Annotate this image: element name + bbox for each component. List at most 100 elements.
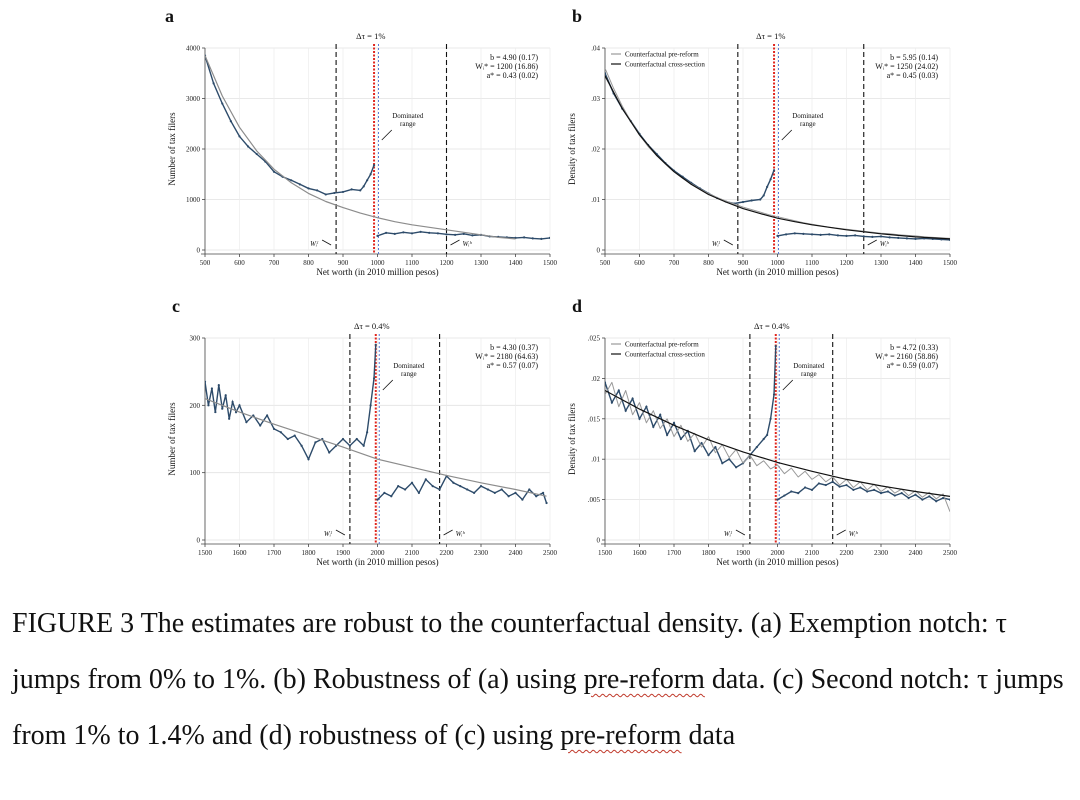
estimate-c-2: a* = 0.57 (0.07) (487, 361, 539, 370)
data-point-c-0-44 (452, 481, 455, 484)
x-tick-label-c-6: 2100 (405, 549, 420, 557)
data-point-a-0-15 (333, 191, 336, 195)
data-point-d-0-11 (679, 437, 683, 441)
data-point-d-0-22 (755, 445, 758, 449)
x-axis-label-a: Net worth (in 2010 million pesos) (316, 267, 438, 277)
data-point-a-0-23 (376, 234, 379, 237)
x-tick-label-a-8: 1300 (474, 259, 489, 267)
data-point-c-0-0 (205, 380, 207, 383)
data-point-d-0-0 (605, 381, 607, 384)
estimate-b-2: a* = 0.45 (0.03) (887, 71, 939, 80)
estimate-a-1: Wᵢ* = 1200 (16.86) (475, 62, 538, 71)
vline-label-c-0: Wᵢˡ (324, 530, 333, 538)
x-tick-label-c-7: 2200 (440, 549, 455, 557)
data-point-d-0-6 (645, 405, 648, 408)
x-tick-label-d-0: 1500 (598, 549, 613, 557)
data-point-a-0-17 (350, 188, 353, 191)
data-point-a-0-34 (471, 234, 474, 237)
y-tick-label-b-1: .01 (591, 196, 600, 204)
data-point-b-0-16 (741, 200, 745, 204)
x-tick-label-c-2: 1700 (267, 549, 282, 557)
data-point-b-0-27 (810, 233, 814, 236)
data-point-d-0-19 (735, 466, 738, 469)
series-line-a-0-left (205, 55, 375, 196)
data-point-b-0-29 (828, 233, 831, 236)
data-point-c-0-5 (221, 407, 224, 410)
data-point-c-0-7 (228, 417, 231, 420)
data-point-a-0-12 (307, 187, 310, 190)
data-point-d-0-17 (721, 462, 724, 465)
data-point-d-0-52 (942, 496, 945, 500)
x-axis-label-d: Net worth (in 2010 million pesos) (716, 557, 838, 567)
data-point-a-0-3 (229, 120, 232, 123)
x-tick-label-d-6: 2100 (805, 549, 820, 557)
x-tick-label-d-4: 1900 (736, 549, 751, 557)
legend-label-b-1: Counterfactual cross-section (625, 61, 705, 69)
data-point-a-0-43 (548, 236, 550, 239)
data-point-d-0-31 (797, 492, 800, 495)
data-point-c-0-1 (207, 404, 210, 407)
data-point-d-0-7 (652, 425, 655, 428)
data-point-b-0-20 (766, 185, 769, 188)
data-point-c-0-41 (431, 485, 434, 488)
data-point-d-0-41 (866, 490, 869, 493)
panel-letter-d: d (572, 296, 582, 316)
x-tick-label-d-2: 1700 (667, 549, 682, 557)
x-tick-label-a-9: 1400 (509, 259, 524, 267)
data-point-a-0-24 (385, 231, 388, 234)
data-point-b-0-33 (862, 235, 865, 238)
x-tick-label-a-4: 900 (338, 259, 349, 267)
x-tick-label-b-5: 1000 (771, 259, 786, 267)
dominated-arrow-d (782, 379, 794, 391)
data-point-d-0-43 (879, 492, 883, 495)
estimate-c-0: b = 4.30 (0.37) (490, 343, 538, 352)
x-tick-label-c-9: 2400 (509, 549, 524, 557)
data-point-b-0-31 (845, 234, 848, 237)
dominated-label-b-line1: Dominated (792, 112, 824, 120)
data-point-c-0-18 (293, 434, 296, 437)
data-point-a-0-18 (359, 189, 362, 192)
data-point-d-0-28 (776, 498, 779, 501)
figure-caption: FIGURE 3 The estimates are robust to the… (12, 596, 1074, 764)
data-point-c-0-53 (514, 491, 517, 494)
data-point-c-0-48 (479, 485, 483, 488)
estimate-a-0: b = 4.90 (0.17) (490, 53, 538, 62)
data-point-d-0-53 (948, 498, 950, 501)
panel-letter-c: c (172, 296, 180, 316)
data-point-b-0-26 (802, 232, 805, 235)
x-tick-label-a-2: 700 (269, 259, 280, 267)
data-point-a-0-21 (369, 173, 372, 176)
data-point-d-0-29 (783, 494, 786, 497)
data-point-a-0-31 (445, 233, 448, 236)
data-point-c-0-57 (542, 491, 545, 494)
data-point-d-0-24 (766, 433, 769, 437)
x-tick-label-b-3: 800 (703, 259, 714, 267)
y-tick-label-d-2: .01 (591, 456, 600, 464)
data-point-d-0-8 (659, 413, 662, 416)
data-point-a-0-5 (247, 145, 250, 148)
data-point-a-0-1 (212, 82, 215, 85)
data-point-d-0-13 (693, 450, 696, 453)
data-point-b-0-24 (785, 233, 788, 236)
data-point-b-0-36 (888, 236, 891, 239)
x-tick-label-b-4: 900 (738, 259, 749, 267)
y-axis-label-b: Density of tax filers (567, 113, 577, 185)
data-point-c-0-31 (372, 377, 376, 380)
series-group-c (205, 343, 548, 505)
y-tick-label-c-1: 100 (190, 469, 201, 477)
x-tick-label-a-3: 800 (303, 259, 314, 267)
series-group-d (605, 344, 950, 512)
data-point-d-0-25 (769, 417, 772, 420)
x-tick-label-c-5: 2000 (371, 549, 386, 557)
data-point-d-0-15 (707, 454, 710, 457)
dominated-label-d-line2: range (801, 370, 817, 378)
caption-word-pre-reform-2: pre-reform (560, 720, 682, 751)
data-point-a-0-25 (393, 232, 396, 235)
data-point-d-0-49 (921, 498, 924, 501)
series-line-b-2 (605, 75, 950, 240)
vline-arrow-b-3 (867, 239, 877, 246)
vline-label-d-0: Wᵢˡ (724, 530, 733, 538)
data-point-b-0-30 (836, 234, 839, 237)
data-point-d-0-32 (804, 486, 807, 489)
x-tick-label-b-7: 1200 (840, 259, 855, 267)
